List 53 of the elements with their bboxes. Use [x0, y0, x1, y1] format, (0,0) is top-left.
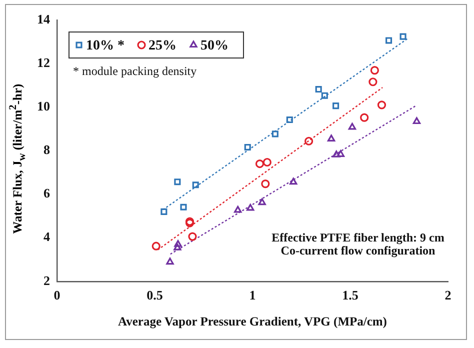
y-tick-label: 12	[37, 54, 50, 70]
y-tick-label: 10	[37, 98, 50, 114]
point	[327, 134, 336, 142]
x-tick-label: 0	[54, 288, 60, 303]
y-tick-label: 2	[44, 272, 50, 288]
annotation: Effective PTFE fiber length: 9 cm	[272, 230, 444, 244]
annotation: Co-current flow configuration	[280, 243, 436, 258]
legend-label: 50%	[200, 38, 228, 54]
y-tick-label: 6	[44, 186, 50, 201]
point	[192, 182, 199, 188]
point	[321, 92, 328, 99]
x-tick-label: 0.5	[146, 288, 164, 303]
point	[368, 78, 378, 86]
point	[385, 37, 392, 44]
point	[332, 102, 340, 110]
point	[304, 136, 314, 146]
point	[174, 178, 181, 186]
x-tick-label: 1	[249, 288, 256, 303]
legend-label: 25%	[148, 38, 176, 54]
point	[180, 204, 187, 210]
point	[262, 158, 272, 167]
point	[261, 180, 270, 188]
y-tick-label: 4	[44, 229, 50, 244]
point	[234, 206, 242, 213]
point	[166, 258, 174, 265]
point	[174, 240, 182, 247]
point	[332, 150, 340, 158]
annotation: * module packing density	[73, 64, 197, 78]
x-tick-label: 2	[444, 288, 452, 303]
point	[152, 242, 160, 250]
x-axis-title: Average Vapor Pressure Gradient, VPG (MPa/cm)	[118, 314, 387, 329]
point	[286, 116, 293, 124]
point	[290, 178, 298, 185]
x-tick-label: 1.5	[342, 288, 359, 303]
point	[336, 150, 344, 157]
point	[246, 204, 254, 211]
point	[174, 244, 182, 250]
y-tick-label: 8	[44, 142, 50, 158]
point	[244, 144, 251, 150]
y-tick-label: 14	[37, 11, 50, 26]
point	[272, 130, 278, 138]
point	[315, 86, 322, 93]
point	[160, 208, 168, 215]
point	[370, 66, 379, 75]
point	[255, 159, 264, 168]
point	[377, 100, 386, 110]
point	[360, 113, 369, 122]
legend-label: 10% *	[86, 38, 124, 54]
point	[412, 117, 421, 124]
point	[188, 232, 197, 241]
point	[348, 122, 356, 130]
point	[258, 198, 266, 206]
point	[400, 33, 406, 40]
